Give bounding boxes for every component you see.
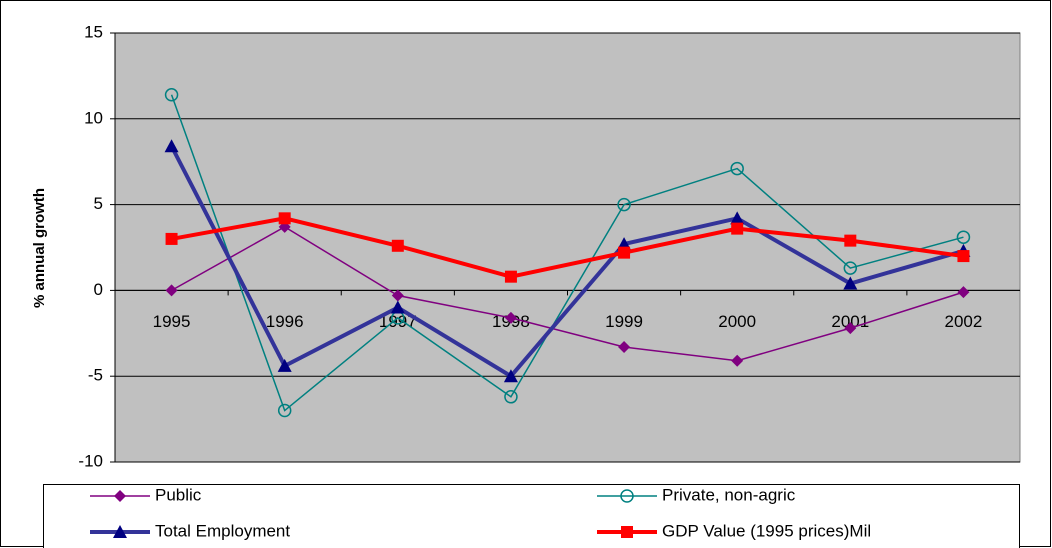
data-point	[504, 390, 518, 404]
y-tick-label: 15	[84, 22, 103, 41]
data-point	[618, 341, 631, 354]
legend-label: Private, non-agric	[662, 485, 796, 504]
data-point	[957, 250, 970, 263]
legend-label: Total Employment	[155, 521, 290, 540]
data-point	[391, 239, 404, 252]
x-tick-label: 2000	[718, 312, 756, 331]
series-line	[171, 226, 964, 362]
data-point	[618, 246, 631, 259]
data-point	[843, 261, 858, 275]
data-point	[503, 369, 518, 383]
series-line	[169, 145, 964, 379]
legend-marker	[114, 490, 126, 502]
data-point	[165, 284, 178, 297]
legend-marker	[621, 526, 633, 538]
legend	[43, 484, 1020, 548]
data-point	[277, 403, 292, 418]
x-tick-label: 1999	[605, 312, 643, 331]
data-point	[277, 358, 292, 372]
data-point	[504, 270, 517, 283]
x-tick-label: 1995	[153, 312, 191, 331]
x-tick-label: 2001	[831, 312, 869, 331]
y-tick-label: -10	[78, 451, 103, 470]
data-point	[731, 354, 744, 367]
data-point	[165, 232, 178, 245]
data-point	[617, 197, 631, 212]
series-line	[170, 94, 964, 412]
y-axis-title: % annual growth	[31, 188, 48, 308]
series-line	[171, 216, 964, 279]
y-tick-label: 5	[94, 194, 103, 213]
data-point	[956, 230, 971, 244]
data-point	[278, 212, 291, 225]
data-point	[843, 276, 858, 290]
data-point	[730, 161, 744, 176]
x-tick-label: 1996	[266, 312, 304, 331]
legend-label: GDP Value (1995 prices)Mil	[662, 521, 871, 540]
data-point	[731, 222, 744, 235]
data-point	[957, 286, 970, 299]
data-point	[504, 311, 517, 324]
legend-label: Public	[155, 485, 202, 504]
data-point	[730, 211, 745, 225]
data-point	[844, 234, 857, 247]
y-tick-label: 10	[84, 108, 103, 127]
data-point	[164, 88, 179, 102]
data-point	[844, 322, 857, 335]
y-tick-label: 0	[94, 280, 103, 299]
plot-area	[114, 32, 1021, 463]
data-point	[164, 139, 179, 153]
legend-marker	[113, 525, 127, 538]
legend-marker	[620, 489, 634, 503]
data-point	[391, 289, 404, 302]
data-point	[390, 300, 405, 314]
x-tick-label: 2002	[945, 312, 983, 331]
y-tick-label: -5	[88, 366, 103, 385]
